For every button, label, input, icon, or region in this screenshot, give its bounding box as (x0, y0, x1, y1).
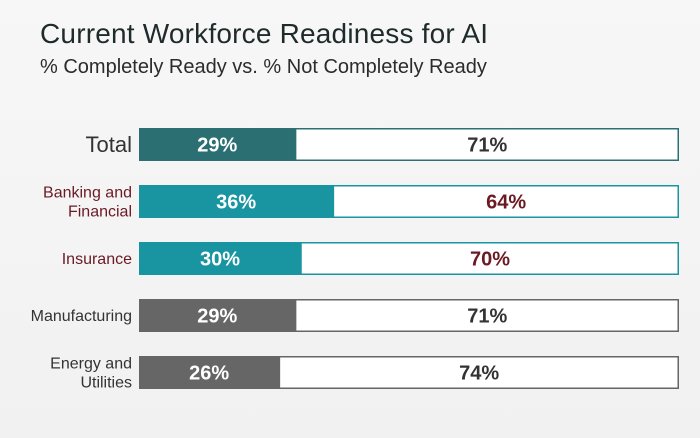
not-ready-value-label: 70% (470, 249, 510, 271)
bar-ready (139, 356, 280, 389)
bar-ready (139, 242, 301, 275)
category-label: Manufacturing (31, 308, 132, 325)
ready-value-label: 30% (200, 249, 240, 271)
not-ready-value-label: 71% (467, 135, 507, 157)
category-label: Total (86, 132, 132, 157)
ready-value-label: 29% (197, 306, 237, 328)
bar-ready (139, 299, 296, 332)
not-ready-value-label: 74% (459, 363, 499, 385)
bar-ready (139, 128, 296, 161)
ready-value-label: 29% (197, 135, 237, 157)
ready-value-label: 36% (216, 192, 256, 214)
bar-ready (139, 185, 334, 218)
bar-not-ready (300, 242, 679, 275)
chart-title: Current Workforce Readiness for AI (40, 18, 489, 49)
category-label: Insurance (62, 251, 132, 268)
not-ready-value-label: 64% (486, 192, 526, 214)
chart-subtitle: % Completely Ready vs. % Not Completely … (40, 56, 487, 78)
bar-not-ready (278, 356, 679, 389)
bar-not-ready (294, 299, 679, 332)
bar-not-ready (332, 185, 679, 218)
category-label: Banking and Financial (43, 185, 132, 221)
not-ready-value-label: 71% (467, 306, 507, 328)
category-label: Energy and Utilities (50, 356, 132, 392)
bar-not-ready (294, 128, 679, 161)
ready-value-label: 26% (189, 363, 229, 385)
